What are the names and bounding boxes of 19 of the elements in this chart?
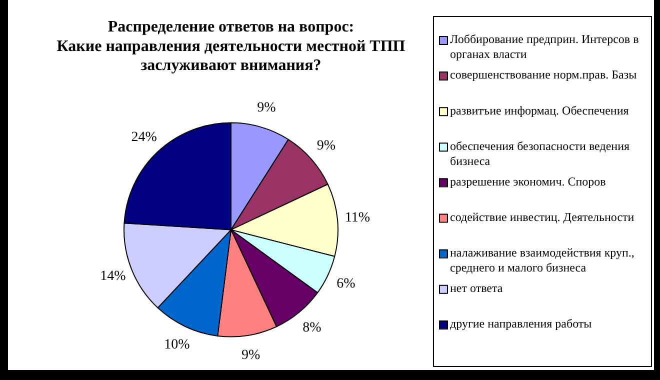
legend-label: разрешение экономич. Споров <box>450 174 606 188</box>
legend-label: нет ответа <box>450 281 504 296</box>
data-label: 6% <box>336 276 356 292</box>
legend-label: содействие инвестиц. Деятельности <box>450 210 635 224</box>
legend-label: Лоббирование предприн. Интерсов в органах власти <box>450 32 640 62</box>
legend-label: другие направления работы <box>450 316 592 331</box>
legend-label: обеспечения безопасности ведения бизнеса <box>450 138 630 168</box>
data-label: 9% <box>257 100 276 116</box>
data-label: 10% <box>164 337 190 352</box>
legend-label: совершенствование норм.прав. Базы <box>450 68 637 82</box>
legend-label: налаживание взаимодействия круп., среднего и малого бизнеса <box>450 245 634 274</box>
data-label: 14% <box>100 269 126 284</box>
text: Распределение ответов на вопрос: Какие направления деятельности местной ТПП заслуживают внимания? <box>56 18 406 74</box>
legend-label: развитъие информац. Обеспечения <box>450 103 630 118</box>
data-label: 11% <box>344 210 370 226</box>
data-label: 9% <box>316 138 336 154</box>
data-label: 9% <box>242 348 261 363</box>
data-label: 24% <box>131 130 158 145</box>
data-label: 8% <box>302 320 322 336</box>
